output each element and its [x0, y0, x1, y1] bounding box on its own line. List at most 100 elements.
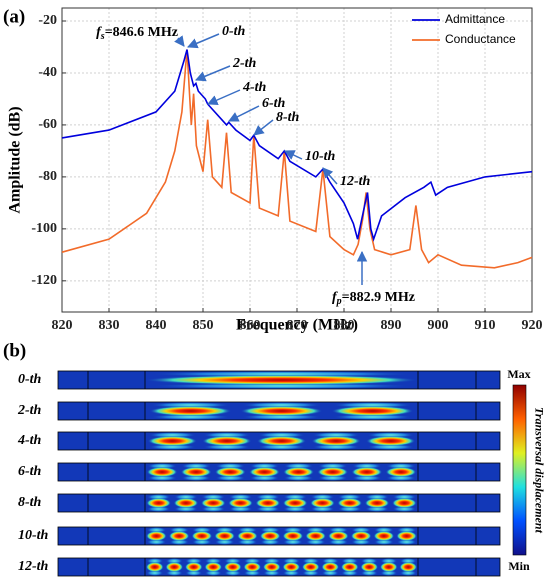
y-tick-label: -120 [31, 273, 57, 288]
lobe [262, 562, 281, 572]
colorbar-max: Max [507, 367, 530, 381]
side-lobe [223, 570, 242, 576]
mode-shape [57, 462, 501, 482]
mode-label: 0-th [18, 372, 42, 387]
side-lobe [191, 539, 213, 545]
side-lobe [240, 402, 323, 408]
side-lobe [360, 558, 379, 564]
side-lobe [214, 539, 235, 545]
side-lobe [364, 506, 390, 512]
annotation: 10-th [305, 149, 336, 164]
lobe [360, 562, 379, 572]
side-lobe [145, 371, 418, 377]
mode-label: 10-th [18, 528, 49, 543]
mode-label: 2-th [17, 403, 42, 418]
lobe [146, 498, 171, 508]
lobe [305, 531, 326, 541]
subscript: p [336, 296, 342, 307]
side-lobe [373, 539, 395, 545]
side-lobe [180, 463, 212, 469]
lobe [243, 562, 262, 572]
colorbar-min: Min [508, 559, 530, 573]
side-lobe [301, 558, 320, 564]
side-lobe [331, 402, 414, 408]
side-lobe [146, 475, 178, 481]
y-tick-label: -40 [38, 65, 57, 80]
side-lobe [262, 570, 281, 576]
lobe [240, 406, 323, 416]
side-lobe [301, 570, 320, 576]
side-lobe [146, 494, 171, 500]
legend-label: Admittance [445, 12, 505, 26]
side-lobe [385, 463, 417, 469]
side-lobe [366, 444, 416, 450]
side-lobe [396, 527, 417, 533]
side-lobe [351, 475, 383, 481]
frequency-label: fp=882.9 MHz [332, 290, 415, 307]
lobe [317, 467, 349, 477]
x-tick-label: 820 [52, 318, 73, 333]
x-tick-label: 840 [146, 318, 167, 333]
side-lobe [228, 506, 253, 512]
side-lobe [282, 570, 301, 576]
side-lobe [396, 539, 417, 545]
side-lobe [262, 558, 281, 564]
mode-label: 4-th [17, 433, 42, 448]
lobe [340, 562, 359, 572]
annotation: 0-th [222, 24, 246, 39]
x-tick-label: 860 [240, 318, 261, 333]
lobe [259, 531, 281, 541]
side-lobe [214, 463, 246, 469]
mode-shape [57, 431, 501, 451]
side-lobe [282, 539, 304, 545]
side-lobe [373, 527, 395, 533]
side-lobe [317, 463, 349, 469]
lobe [200, 498, 226, 508]
side-lobe [243, 558, 262, 564]
x-tick-label: 880 [334, 318, 355, 333]
side-lobe [146, 539, 167, 545]
value: =882.9 MHz [342, 290, 415, 305]
side-lobe [165, 558, 184, 564]
side-lobe [310, 494, 335, 500]
side-lobe [364, 494, 390, 500]
legend-label: Conductance [445, 32, 516, 46]
annotation-arrow [228, 105, 260, 122]
lobe [165, 562, 184, 572]
lobe [282, 562, 301, 572]
lobe [331, 406, 414, 416]
side-lobe [228, 494, 253, 500]
lobe [399, 562, 418, 572]
side-lobe [283, 463, 314, 469]
side-lobe [350, 527, 372, 533]
side-lobe [305, 527, 326, 533]
series-line [61, 49, 533, 269]
side-lobe [149, 402, 232, 408]
annotation: 4-th [242, 80, 267, 95]
side-lobe [392, 494, 417, 500]
side-lobe [243, 570, 262, 576]
side-lobe [204, 558, 223, 564]
side-lobe [399, 570, 418, 576]
side-lobe [317, 475, 349, 481]
side-lobe [168, 527, 190, 533]
side-lobe [311, 432, 361, 438]
lobe [146, 531, 167, 541]
lobe [214, 467, 246, 477]
lobe [392, 498, 417, 508]
side-lobe [310, 506, 335, 512]
side-lobe [283, 475, 314, 481]
mode-shape [57, 370, 501, 390]
annotation-arrow [195, 65, 231, 82]
lobe [145, 562, 164, 572]
lobe [146, 467, 178, 477]
lobe [173, 498, 199, 508]
side-lobe [331, 414, 414, 420]
lobe [191, 531, 213, 541]
lobe [204, 562, 223, 572]
side-lobe [184, 558, 203, 564]
side-lobe [305, 539, 326, 545]
side-lobe [259, 527, 281, 533]
side-lobe [204, 570, 223, 576]
panel-label: (a) [3, 6, 25, 27]
